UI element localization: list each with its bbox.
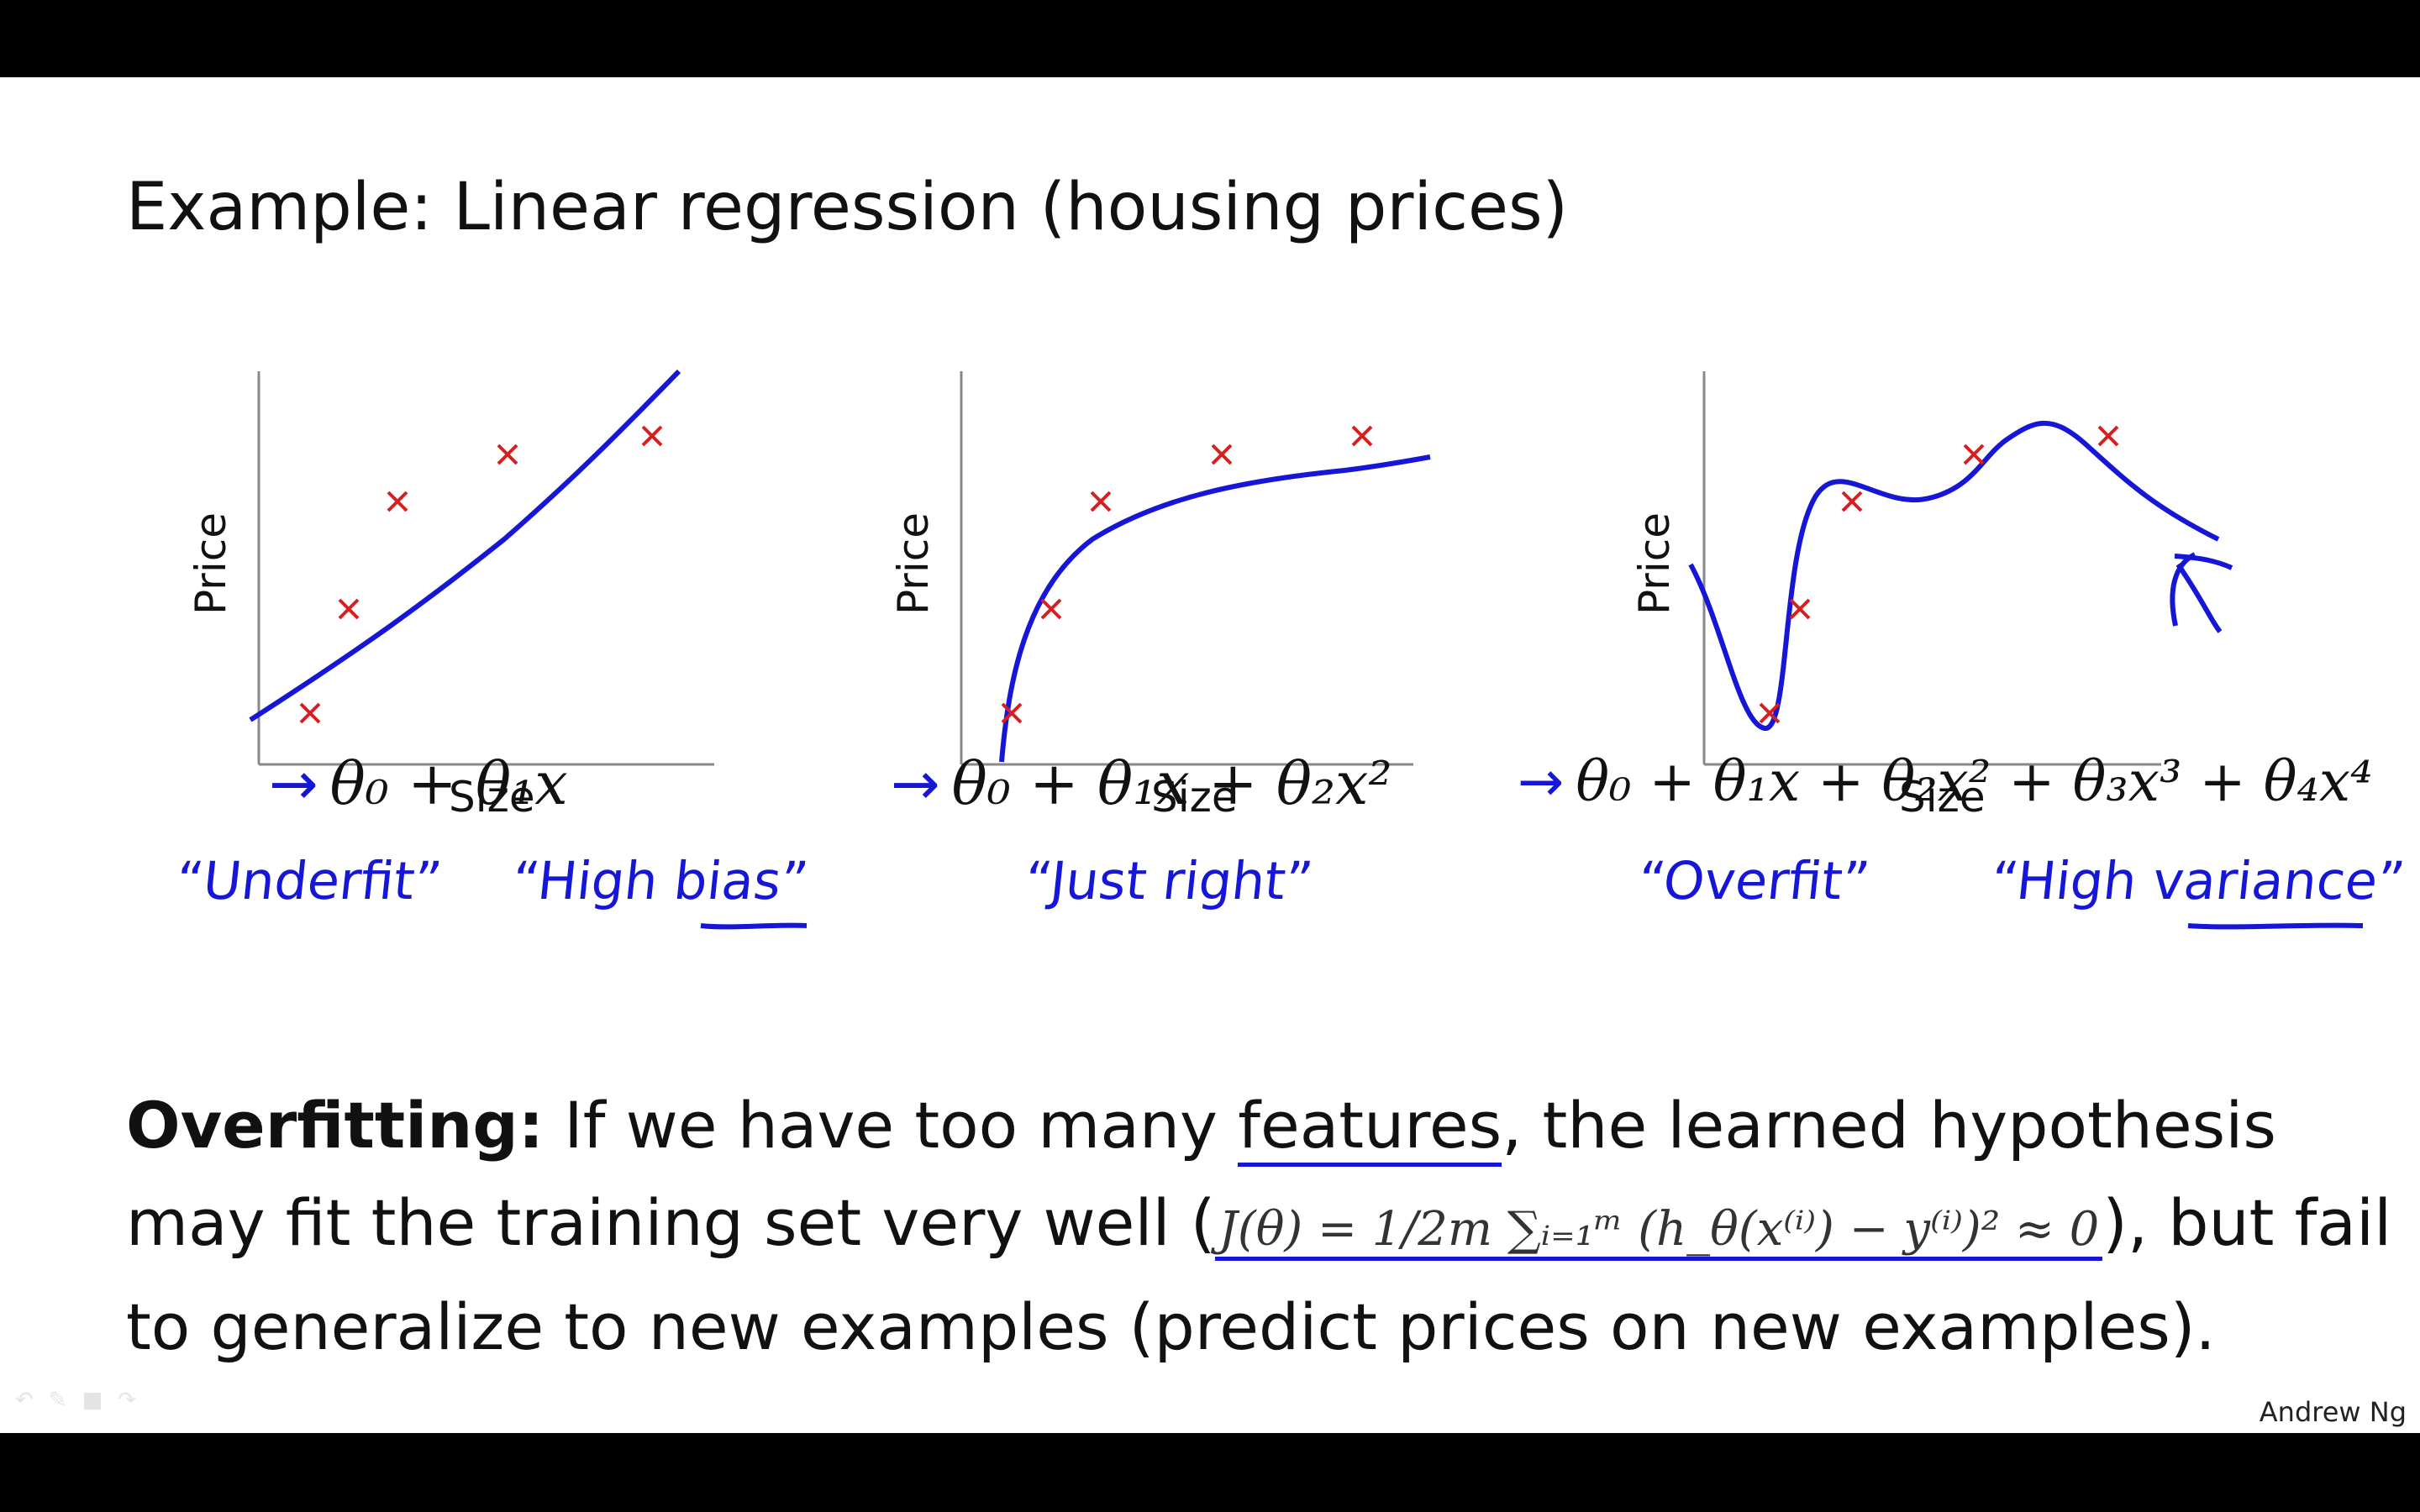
features-word: features [1238, 1088, 1502, 1167]
slide-title: Example: Linear regression (housing pric… [126, 170, 1569, 245]
panel-underfit: Price Size [168, 287, 773, 822]
fit-curve [999, 454, 1431, 763]
data-point [1351, 425, 1373, 447]
fit-curve [249, 369, 681, 722]
note-high-variance: “High variance” [1988, 850, 2408, 911]
x-axis-label: Size [449, 773, 535, 822]
note-underfit: “Underfit” [173, 850, 445, 911]
data-point [1001, 702, 1023, 724]
overfit-text: , the learned hypothesis [1502, 1088, 2276, 1163]
data-point [2097, 425, 2119, 447]
plot-just-right [960, 371, 1431, 766]
slide: Example: Linear regression (housing pric… [0, 77, 2420, 1433]
author-credit: Andrew Ng [2259, 1396, 2407, 1428]
data-point [1963, 444, 1985, 465]
overfit-text: If we have too many [564, 1088, 1239, 1163]
y-axis-label: Price [888, 512, 938, 615]
data-point [338, 598, 360, 620]
arrow-icon: → [891, 749, 940, 818]
overfit-line-2: may fit the training set very well (J(θ)… [126, 1174, 2395, 1278]
x-axis-label: Size [1151, 773, 1238, 822]
plot-underfit [249, 369, 714, 766]
x-axis-label: Size [1899, 773, 1986, 822]
data-point [1841, 491, 1863, 512]
note-high-bias: “High bias” [509, 850, 812, 911]
y-axis-label: Price [1629, 512, 1679, 615]
overfitting-heading: Overfitting: [126, 1088, 544, 1163]
fit-curve [1688, 420, 2220, 731]
overfit-line-1: Overfitting: If we have too many feature… [126, 1077, 2395, 1174]
underline-variance [2187, 922, 2364, 930]
player-controls-icon: ↶✎■↷ [15, 1388, 151, 1413]
data-point [1090, 491, 1112, 512]
y-axis-label: Price [186, 512, 235, 615]
hypothesis-text: θ₀ + θ₁x + θ₂x² [951, 749, 1392, 818]
formula-underfit: → θ₀ + θ₁x [269, 749, 568, 818]
data-point [1789, 598, 1811, 620]
overfit-text: may fit the training set very well ( [126, 1185, 1216, 1260]
data-point [387, 491, 408, 512]
data-markers [1001, 425, 1373, 724]
overfit-line-3: to generalize to new examples (predict p… [126, 1289, 2216, 1364]
formula-just-right: → θ₀ + θ₁x + θ₂x² [891, 749, 1392, 818]
hypothesis-text: θ₀ + θ₁x [329, 749, 568, 818]
plot-overfit [1688, 371, 2233, 766]
note-overfit: “Overfit” [1635, 850, 1873, 911]
hypothesis-text: θ₀ + θ₁x + θ₂x² + θ₃x³ + θ₄x⁴ [1576, 749, 2373, 814]
data-point [497, 444, 518, 465]
data-point [1759, 702, 1781, 724]
overfit-text: ), but fail [2102, 1185, 2392, 1260]
arrow-icon: → [1518, 749, 1565, 814]
data-point [1040, 598, 1062, 620]
panel-just-right: Price Size [874, 287, 1479, 822]
data-point [299, 702, 321, 724]
data-point [641, 425, 663, 447]
cost-function: J(θ) = 1/2m ∑ᵢ₌₁ᵐ (h_θ(x⁽ⁱ⁾) − y⁽ⁱ⁾)² ≈ … [1215, 1202, 2103, 1261]
panel-overfit: Price Size [1613, 287, 2269, 822]
formula-overfit: → θ₀ + θ₁x + θ₂x² + θ₃x³ + θ₄x⁴ [1518, 749, 2373, 814]
hand-arrow [2170, 552, 2233, 633]
data-point [1211, 444, 1233, 465]
note-just-right: “Just right” [1022, 850, 1316, 911]
data-markers [1759, 425, 2119, 724]
data-markers [299, 425, 663, 724]
overfitting-paragraph: Overfitting: If we have too many feature… [126, 1077, 2395, 1376]
underline-bias [700, 922, 808, 930]
arrow-icon: → [269, 749, 318, 818]
